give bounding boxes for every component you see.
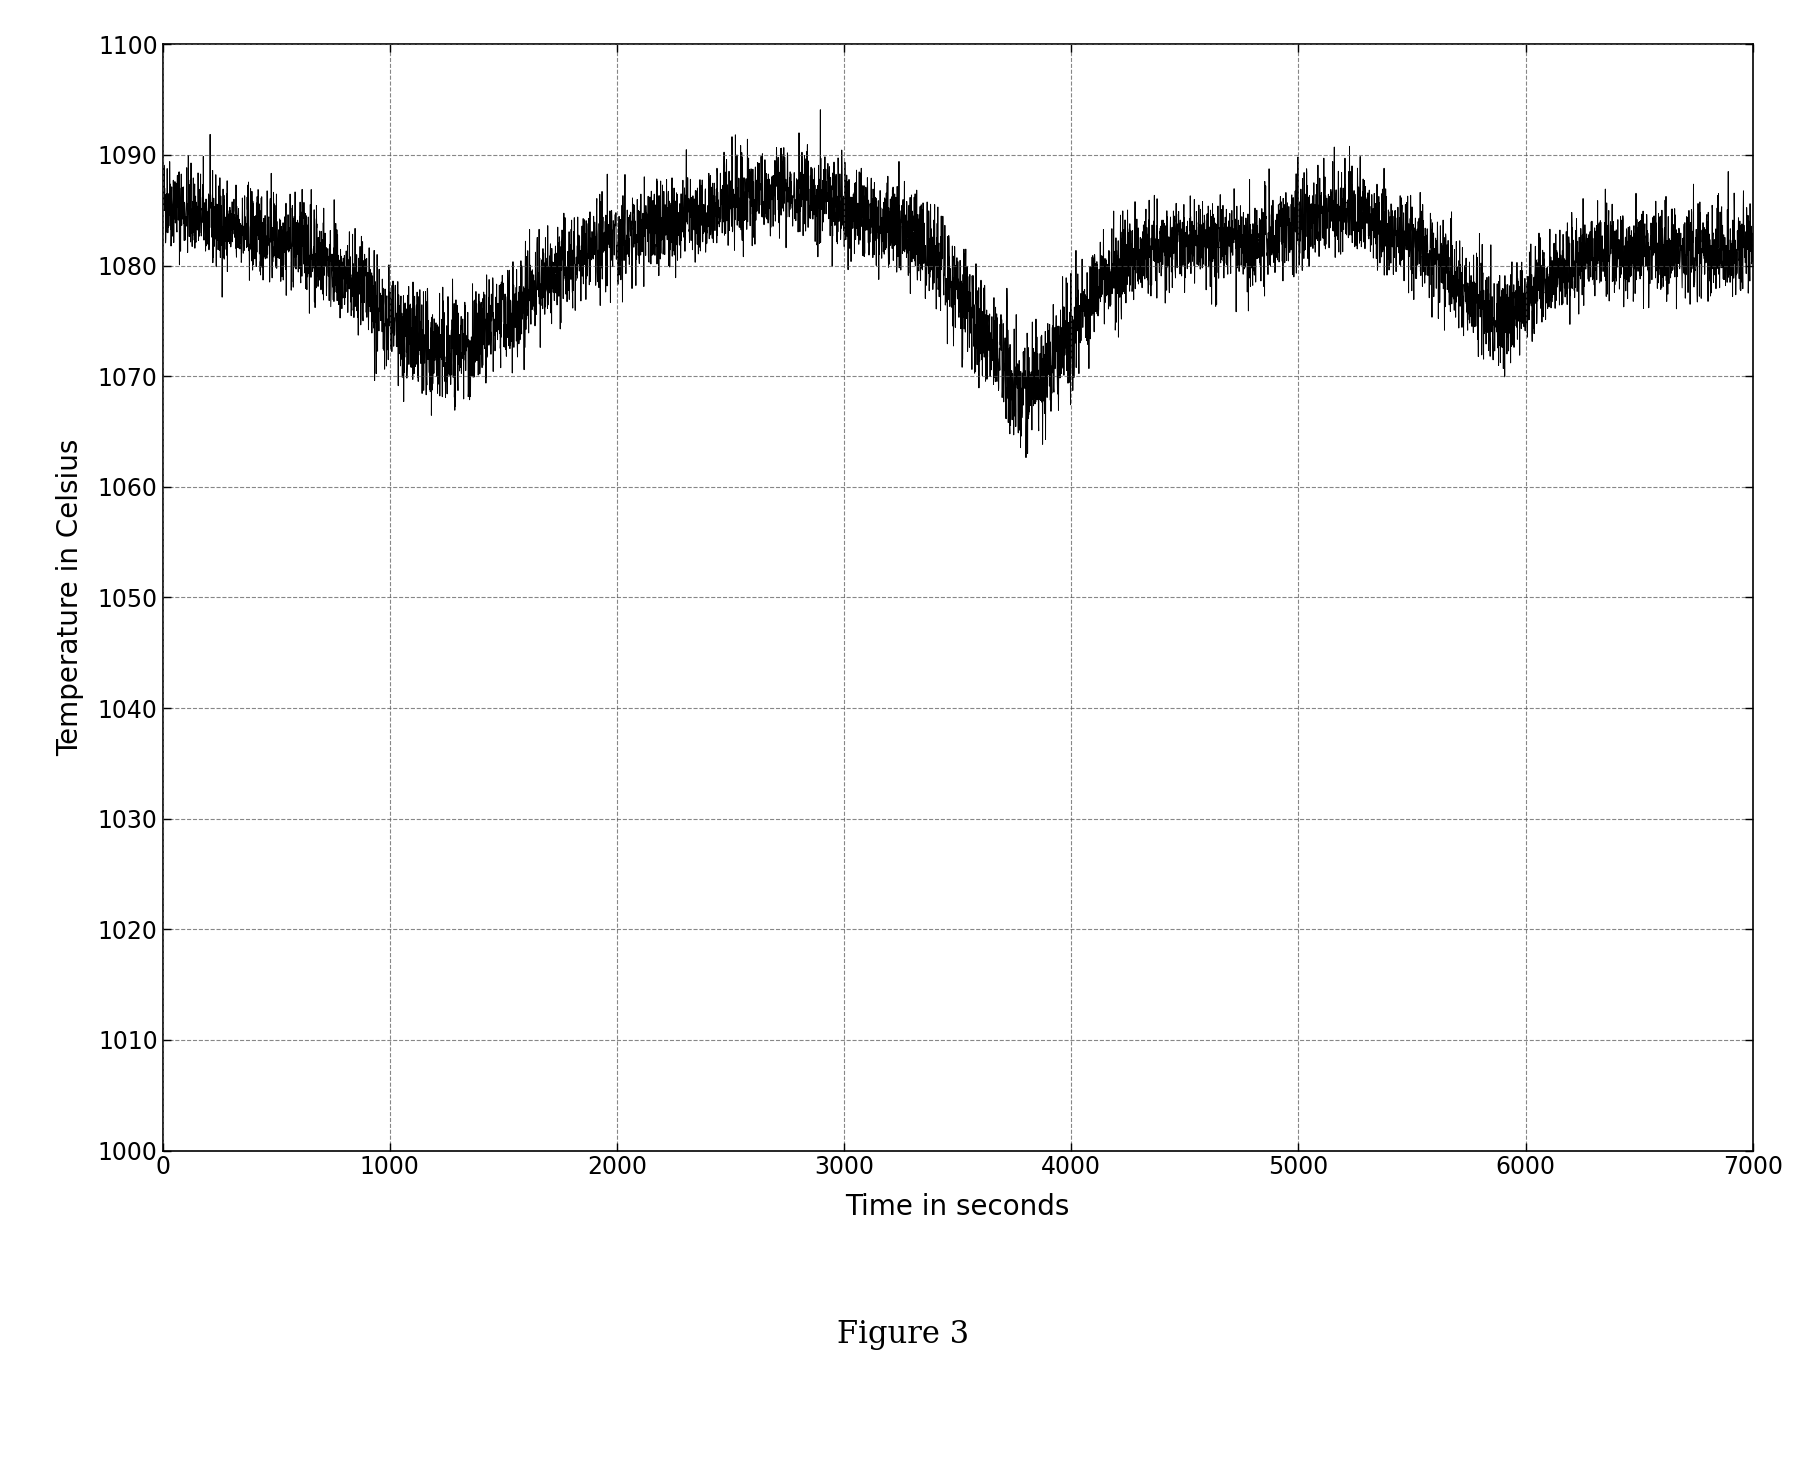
Text: Figure 3: Figure 3: [837, 1319, 970, 1351]
Y-axis label: Temperature in Celsius: Temperature in Celsius: [56, 438, 83, 757]
X-axis label: Time in seconds: Time in seconds: [846, 1193, 1070, 1221]
